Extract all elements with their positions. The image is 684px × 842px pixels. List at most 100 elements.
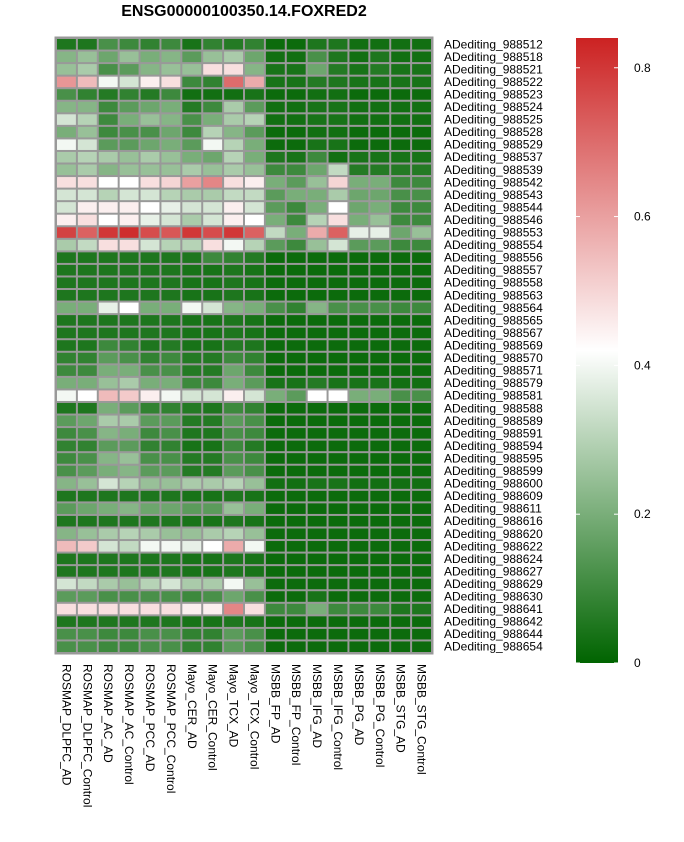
heatmap-cell — [328, 151, 348, 163]
heatmap-cell — [265, 340, 285, 351]
heatmap-cell — [245, 151, 264, 163]
heatmap-cell — [57, 440, 76, 452]
row-label: ADediting_988616 — [444, 514, 543, 528]
heatmap-cell — [370, 164, 390, 176]
heatmap-cell — [307, 503, 327, 514]
heatmap-cell — [391, 440, 411, 452]
heatmap-cell — [203, 76, 223, 88]
heatmap-cell — [412, 114, 431, 125]
heatmap-cell — [224, 503, 243, 514]
heatmap-cell — [245, 591, 264, 602]
heatmap-cell — [328, 239, 348, 251]
heatmap-cell — [182, 277, 202, 289]
heatmap-cell — [203, 51, 223, 63]
heatmap-cell — [119, 578, 139, 590]
heatmap-cell — [328, 553, 348, 565]
heatmap-cell — [349, 616, 369, 627]
heatmap-cell — [98, 377, 118, 389]
heatmap-cell — [412, 616, 431, 627]
heatmap-cell — [328, 390, 348, 401]
heatmap-cell — [245, 377, 264, 389]
heatmap-cell — [307, 628, 327, 640]
heatmap-cell — [161, 365, 181, 376]
heatmap-cell — [349, 628, 369, 640]
heatmap-cell — [349, 189, 369, 201]
heatmap-cell — [140, 415, 160, 427]
heatmap-cell — [161, 628, 181, 640]
heatmap-cell — [307, 302, 327, 314]
heatmap-cell — [224, 541, 243, 552]
heatmap-cell — [182, 390, 202, 401]
heatmap-cell — [307, 252, 327, 263]
heatmap-cell — [224, 352, 243, 364]
heatmap-cell — [245, 114, 264, 125]
heatmap-cell — [77, 566, 97, 577]
heatmap-cell — [98, 453, 118, 464]
heatmap-cell — [140, 151, 160, 163]
heatmap-cell — [391, 591, 411, 602]
heatmap-cell — [412, 428, 431, 439]
heatmap-cell — [77, 528, 97, 540]
heatmap-cell — [370, 89, 390, 100]
heatmap-cell — [245, 415, 264, 427]
heatmap-cell — [391, 39, 411, 50]
heatmap-cell — [265, 264, 285, 276]
heatmap-cell — [182, 402, 202, 414]
heatmap-cell — [77, 202, 97, 213]
heatmap-cell — [391, 214, 411, 226]
heatmap-cell — [182, 327, 202, 339]
heatmap-cell — [286, 64, 306, 75]
heatmap-cell — [265, 101, 285, 113]
heatmap-cell — [286, 114, 306, 125]
heatmap-cell — [98, 126, 118, 138]
heatmap-cell — [307, 528, 327, 540]
heatmap-cell — [77, 177, 97, 188]
heatmap-cell — [328, 603, 348, 615]
heatmap-cell — [391, 101, 411, 113]
heatmap-cell — [349, 352, 369, 364]
row-label: ADediting_988622 — [444, 539, 543, 553]
heatmap-cell — [349, 227, 369, 238]
heatmap-cell — [349, 177, 369, 188]
heatmap-cell — [245, 126, 264, 138]
heatmap-cell — [307, 591, 327, 602]
heatmap-cell — [119, 616, 139, 627]
heatmap-cell — [57, 465, 76, 477]
heatmap-cell — [182, 51, 202, 63]
heatmap-cell — [307, 189, 327, 201]
heatmap-cell — [140, 290, 160, 301]
heatmap-cell — [182, 315, 202, 326]
heatmap-cell — [203, 340, 223, 351]
heatmap-cell — [224, 302, 243, 314]
heatmap-cell — [98, 566, 118, 577]
heatmap-cell — [161, 76, 181, 88]
heatmap-cell — [140, 428, 160, 439]
heatmap-cell — [412, 641, 431, 652]
heatmap-cell — [140, 202, 160, 213]
heatmap-cell — [161, 541, 181, 552]
heatmap-cell — [265, 390, 285, 401]
heatmap-cell — [224, 528, 243, 540]
heatmap-cell — [119, 453, 139, 464]
heatmap-cell — [265, 290, 285, 301]
heatmap-cell — [224, 177, 243, 188]
heatmap-cell — [328, 578, 348, 590]
row-label: ADediting_988624 — [444, 552, 543, 566]
heatmap-cell — [286, 101, 306, 113]
heatmap-cell — [182, 227, 202, 238]
heatmap-cell — [182, 591, 202, 602]
heatmap-cell — [77, 340, 97, 351]
heatmap-cell — [77, 114, 97, 125]
heatmap-cell — [370, 628, 390, 640]
heatmap-cell — [286, 227, 306, 238]
heatmap-cell — [140, 126, 160, 138]
heatmap-cell — [203, 541, 223, 552]
row-label: ADediting_988609 — [444, 489, 543, 503]
heatmap-cell — [245, 402, 264, 414]
heatmap-cell — [77, 252, 97, 263]
heatmap-cell — [349, 465, 369, 477]
heatmap-cell — [349, 377, 369, 389]
heatmap-cell — [119, 490, 139, 502]
heatmap-cell — [57, 139, 76, 150]
heatmap-cell — [224, 227, 243, 238]
